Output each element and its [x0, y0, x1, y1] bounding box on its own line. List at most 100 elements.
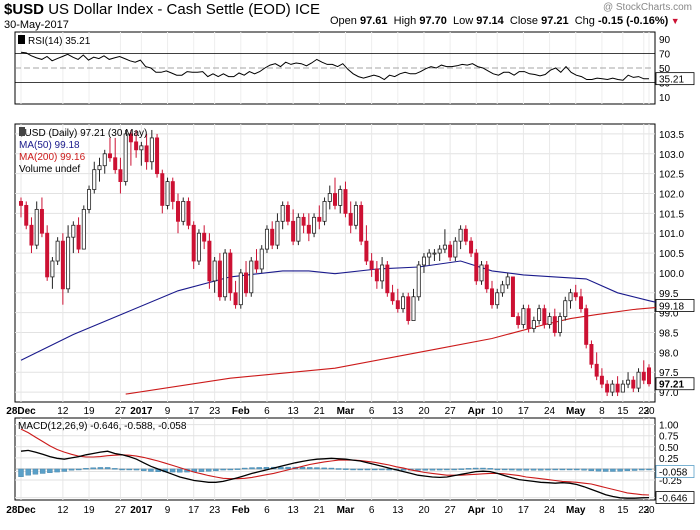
macd-hist-bar	[285, 466, 291, 470]
candle-body	[18, 201, 23, 206]
candle-body	[390, 292, 395, 302]
candle-body	[458, 228, 463, 242]
x-tick-label: 23	[209, 406, 221, 417]
macd-hist-bar	[379, 468, 385, 471]
x-tick-label: 13	[392, 406, 404, 417]
macd-hist-bar	[25, 468, 31, 476]
x-tick-label: 17	[518, 505, 530, 516]
price-tick-label: 103.5	[659, 130, 684, 141]
macd-hist-bar	[559, 468, 566, 471]
candle-body	[647, 367, 652, 385]
macd-hist-bar	[141, 468, 147, 472]
candle-body	[500, 284, 505, 294]
x-tick-label: 15	[617, 406, 629, 417]
x-tick-label: 27	[115, 505, 127, 516]
macd-hist-bar	[263, 467, 270, 470]
candle-body	[87, 189, 92, 210]
candle-body	[369, 260, 374, 270]
candle-body	[291, 220, 296, 242]
candle-body	[55, 240, 60, 262]
x-tick-label: Mar	[337, 406, 355, 417]
macd-hist-bar	[436, 468, 443, 471]
candle-body	[552, 316, 557, 333]
chg-value: -0.15 (-0.16%)	[597, 15, 669, 27]
macd-hist-bar	[480, 467, 486, 470]
macd-tag: -0.646	[659, 494, 688, 505]
x-tick-label: 2017	[130, 406, 153, 417]
high-label: High	[393, 15, 417, 27]
candle-body	[531, 320, 536, 329]
candle-body	[139, 145, 144, 151]
candle-body	[270, 228, 275, 246]
x-tick-label: 6	[369, 505, 375, 516]
macd-hist-bar	[205, 468, 212, 472]
x-tick-label: 6	[264, 406, 270, 417]
candle-body	[191, 224, 196, 262]
macd-hist-bar	[227, 468, 234, 471]
macd-hist-bar	[314, 467, 320, 470]
macd-hist-bar	[90, 467, 96, 470]
macd-hist-tag-box	[655, 465, 695, 478]
x-tick-label: May	[566, 505, 586, 516]
macd-hist-bar	[357, 468, 363, 471]
x-tick-label: 21	[314, 406, 326, 417]
candle-body	[327, 193, 332, 202]
ma200-line	[125, 305, 670, 395]
candle-body	[474, 252, 479, 282]
x-tick-label: 30	[643, 505, 655, 516]
macd-hist-bar	[458, 468, 465, 470]
x-tick-label: 9	[165, 505, 171, 516]
candle-body	[50, 260, 55, 278]
candle-body	[510, 276, 515, 318]
candle-body	[448, 244, 453, 258]
price-tick-label: 98.5	[659, 329, 679, 340]
macd-hist-bar	[198, 468, 205, 472]
macd-hist-bar	[451, 468, 457, 471]
candle-body	[416, 264, 421, 298]
macd-hist-bar	[386, 468, 392, 471]
candle-body	[249, 260, 254, 294]
macd-hist-bar	[501, 468, 508, 471]
macd-hist-bar	[18, 468, 24, 477]
price-tick-label: 99.5	[659, 289, 679, 300]
candle-body	[636, 371, 641, 389]
candle-body	[547, 316, 552, 325]
candle-body	[280, 205, 285, 222]
candle-body	[578, 296, 583, 310]
macd-hist-bar	[61, 468, 68, 472]
price-tick-label: 102.0	[659, 190, 684, 201]
candle-body	[589, 344, 594, 365]
macd-hist-bar	[68, 468, 75, 471]
open-label: Open	[330, 15, 357, 27]
macd-hist-bar	[47, 468, 53, 473]
candle-body	[322, 201, 327, 222]
candle-body	[207, 240, 212, 282]
candle-body	[406, 296, 411, 321]
candle-body	[620, 383, 625, 393]
candle-body	[312, 216, 317, 234]
x-tick-label: 27	[115, 406, 127, 417]
candle-body	[610, 383, 615, 393]
price-tick-label: 103.0	[659, 150, 684, 161]
macd-hist-bar	[213, 468, 219, 472]
macd-hist-bar	[602, 468, 609, 472]
candle-body	[113, 157, 118, 171]
macd-hist-bar	[372, 468, 378, 471]
macd-hist-bar	[595, 468, 602, 472]
candle-body	[380, 264, 385, 282]
candle-body	[626, 379, 631, 385]
x-tick-label: 22	[638, 505, 650, 516]
macd-hist-bar	[487, 468, 493, 470]
macd-hist-bar	[278, 466, 284, 470]
macd-hist-bar	[530, 468, 537, 471]
rsi-legend-icon	[18, 35, 25, 44]
candle-body	[437, 248, 442, 254]
candle-body	[128, 133, 133, 143]
macd-hist-bar	[54, 468, 60, 473]
low-label: Low	[452, 15, 474, 27]
price-tick-label: 100.5	[659, 249, 684, 260]
candle-body	[238, 272, 243, 306]
macd-hist-bar	[39, 468, 46, 474]
macd-hist-bar	[465, 468, 472, 470]
